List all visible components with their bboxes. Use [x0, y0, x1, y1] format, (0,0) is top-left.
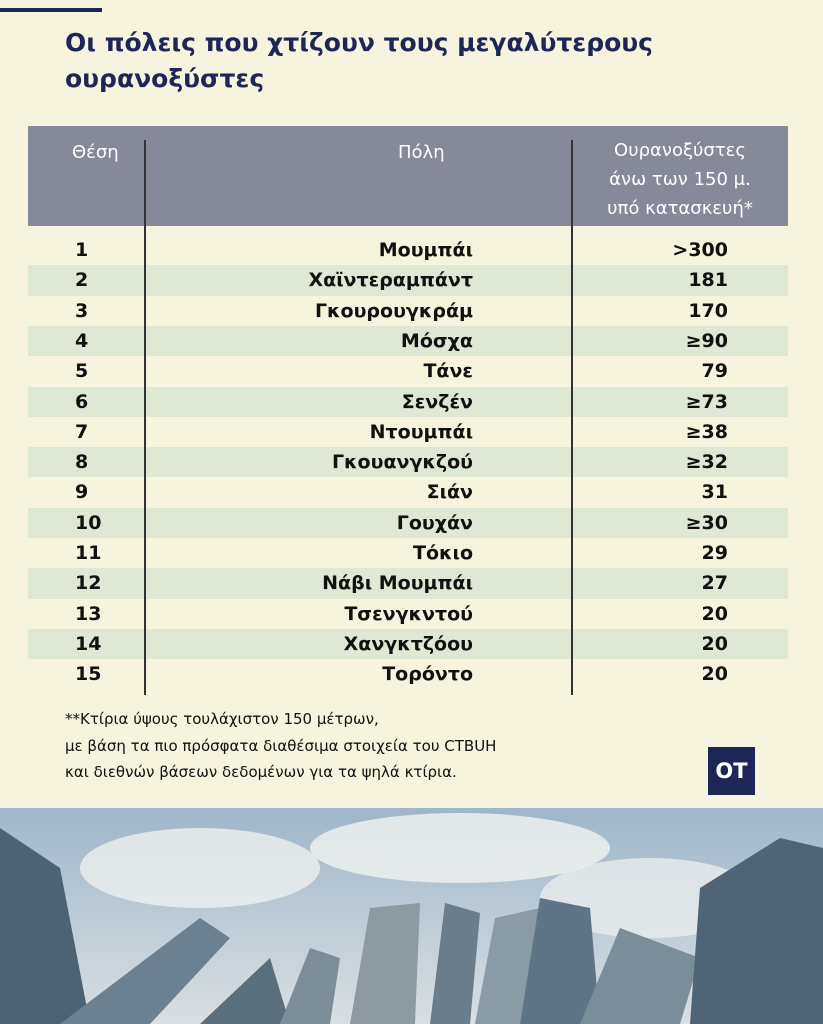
city-cell: Γουχάν [396, 511, 473, 534]
city-cell: Σιάν [426, 481, 473, 504]
table-row [28, 628, 788, 660]
rank-cell: 10 [75, 511, 102, 534]
rank-cell: 8 [75, 451, 89, 474]
rank-cell: 1 [75, 239, 89, 261]
table-row [28, 447, 788, 478]
footnote: με βάση τα πιο πρόσφατα διαθέσιμα στοιχε… [65, 736, 497, 755]
rank-cell: 11 [75, 542, 102, 564]
skyline-image [0, 808, 823, 1024]
rank-cell: 4 [75, 329, 89, 352]
rank-cell: 12 [75, 572, 102, 595]
value-cell: 20 [701, 602, 728, 625]
city-cell: Τσενγκντού [344, 602, 473, 625]
table-row [28, 477, 788, 507]
title: ουρανοξύστες [65, 64, 265, 93]
value-cell: 29 [701, 542, 728, 564]
city-cell: Νάβι Μουμπάι [322, 572, 473, 595]
accent-bar [0, 8, 102, 12]
city-cell: Τάνε [423, 360, 473, 383]
city-cell: Χαϊντεραμπάντ [308, 269, 473, 292]
city-cell: Ντουμπάι [369, 420, 473, 443]
value-cell: ≥90 [685, 329, 728, 352]
column-header: Θέση [72, 142, 119, 163]
value-cell: 181 [688, 269, 728, 292]
divider [571, 140, 573, 695]
footnote: και διεθνών βάσεων δεδομένων για τα ψηλά… [65, 763, 457, 781]
column-header: υπό κατασκευή* [607, 198, 753, 219]
city-cell: Χανγκτζόου [343, 632, 473, 655]
table-row [28, 386, 788, 417]
value-cell: ≥73 [685, 390, 728, 413]
city-cell: Μουμπάι [378, 239, 473, 261]
rank-cell: 2 [75, 269, 89, 292]
column-header: άνω των 150 μ. [609, 169, 751, 190]
rank-cell: 7 [75, 420, 89, 443]
value-cell: ≥38 [685, 420, 728, 443]
rank-cell: 3 [75, 299, 89, 322]
table-row [28, 568, 788, 599]
title: Οι πόλεις που χτίζουν τους μεγαλύτερους [65, 28, 653, 57]
table-row [28, 265, 788, 296]
column-header: Ουρανοξύστες [614, 140, 746, 161]
value-cell: 170 [688, 299, 728, 322]
rank-cell: 14 [75, 632, 102, 655]
table-row [28, 356, 788, 386]
table-row [28, 325, 788, 357]
rank-cell: 9 [75, 481, 89, 504]
rank-cell: 5 [75, 360, 89, 383]
city-cell: Σενζέν [401, 390, 473, 413]
table-header [28, 126, 788, 226]
city-cell: Γκουανγκζού [331, 451, 473, 474]
city-cell: Τορόντο [382, 663, 473, 686]
divider [144, 140, 146, 695]
rank-cell: 15 [75, 663, 102, 686]
value-cell: >300 [672, 239, 728, 261]
rank-cell: 6 [75, 390, 89, 413]
value-cell: 27 [701, 572, 728, 595]
footnote: **Κτίρια ύψους τουλάχιστον 150 μέτρων, [65, 710, 379, 728]
city-cell: Μόσχα [400, 329, 473, 352]
column-header: Πόλη [398, 142, 445, 163]
table-row [28, 507, 788, 538]
logo: OT [708, 747, 755, 795]
value-cell: ≥32 [685, 451, 728, 474]
rank-cell: 13 [75, 602, 102, 625]
value-cell: ≥30 [685, 511, 728, 534]
value-cell: 79 [701, 360, 728, 383]
city-cell: Τόκιο [413, 542, 473, 564]
value-cell: 20 [701, 632, 728, 655]
city-cell: Γκουρουγκράμ [314, 299, 473, 322]
table-row [28, 538, 788, 568]
value-cell: 31 [701, 481, 728, 504]
value-cell: 20 [701, 663, 728, 686]
